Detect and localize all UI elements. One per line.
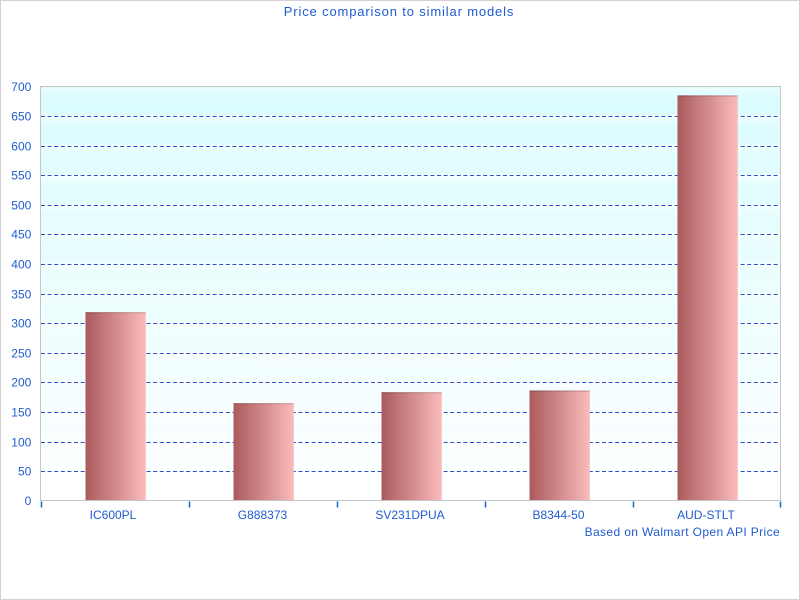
svg-text:450: 450	[11, 228, 31, 242]
svg-text:300: 300	[11, 317, 31, 331]
svg-text:B8344-50: B8344-50	[532, 508, 584, 522]
svg-text:0: 0	[25, 494, 32, 508]
svg-text:700: 700	[11, 80, 31, 94]
svg-text:400: 400	[11, 258, 31, 272]
svg-text:100: 100	[11, 436, 31, 450]
svg-text:50: 50	[18, 465, 32, 479]
svg-text:SV231DPUA: SV231DPUA	[375, 508, 444, 522]
svg-text:500: 500	[11, 199, 31, 213]
svg-text:G888373: G888373	[238, 508, 288, 522]
svg-text:AUD-STLT: AUD-STLT	[677, 508, 735, 522]
svg-text:Price comparison to similar mo: Price comparison to similar models	[284, 4, 514, 19]
svg-text:550: 550	[11, 169, 31, 183]
svg-text:200: 200	[11, 376, 31, 390]
svg-text:650: 650	[11, 110, 31, 124]
svg-text:Based on Walmart Open API Pric: Based on Walmart Open API Price	[585, 525, 780, 539]
svg-text:350: 350	[11, 288, 31, 302]
svg-text:250: 250	[11, 347, 31, 361]
svg-text:IC600PL: IC600PL	[90, 508, 137, 522]
svg-text:150: 150	[11, 406, 31, 420]
svg-text:600: 600	[11, 140, 31, 154]
